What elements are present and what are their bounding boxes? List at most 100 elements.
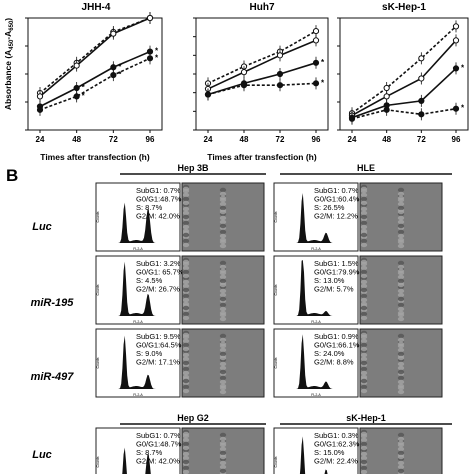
cell-blob [219, 229, 227, 235]
cell-blob [360, 269, 368, 275]
flow-grid: SubG1: 0.7%G0/G1:48.7%S: 8.7%G2/M: 42.0%… [95, 182, 443, 474]
cell-cycle-stat: S: 13.0% [314, 276, 345, 285]
cell-blob [360, 445, 368, 451]
x-tick-label: 96 [452, 135, 461, 144]
x-tick-label: 72 [276, 135, 285, 144]
cell-blob [182, 384, 190, 390]
flow-x-axis-label: FL2-A [133, 320, 143, 324]
cell-blob [360, 287, 368, 293]
cell-blob [219, 468, 227, 474]
cell-blob [397, 187, 405, 193]
cell-blob [219, 310, 227, 316]
cell-blob [397, 450, 405, 456]
cell-cycle-stat: S: 8.7% [136, 203, 163, 212]
significance-mark: * [461, 63, 465, 72]
data-point [383, 106, 390, 113]
flow-histogram-panel [95, 328, 181, 398]
cell-blob [182, 238, 190, 244]
series-line [207, 62, 317, 96]
cell-blob [219, 215, 227, 221]
data-point [276, 70, 284, 78]
cell-blob [360, 224, 368, 230]
cell-blob [360, 384, 368, 390]
cell-blob [182, 273, 190, 279]
dna-histogram [299, 436, 328, 474]
chart-huh7: Huh7 Times after transfection (h) 24 48 72… [193, 2, 329, 162]
cell-blob [182, 210, 190, 216]
flow-y-axis-label: Counts [96, 456, 100, 467]
cell-blob [219, 454, 227, 460]
y-axis-label-sub: 450 [9, 39, 15, 50]
series-line [39, 50, 151, 108]
cell-blob [182, 437, 190, 443]
cell-blob [397, 365, 405, 371]
data-point [312, 27, 320, 35]
dna-histogram [122, 447, 151, 474]
cell-blob [397, 369, 405, 375]
cell-blob [360, 220, 368, 226]
cell-blob [182, 311, 190, 317]
cell-blob [219, 274, 227, 280]
series-line [351, 107, 457, 120]
cell-blob [397, 337, 405, 343]
cell-blob [397, 383, 405, 389]
cell-cycle-stat: SubG1: 3.2% [136, 259, 181, 268]
cell-blob [182, 305, 190, 311]
series-line [207, 30, 317, 85]
cell-blob [182, 283, 190, 289]
cell-blob [360, 352, 368, 358]
cell-blob [182, 469, 190, 474]
cell-blob [397, 274, 405, 280]
cell-blob [397, 195, 405, 201]
flow-histogram-panel [273, 427, 359, 474]
cell-blob [219, 460, 227, 466]
cell-blob [182, 459, 190, 465]
cell-blob [219, 219, 227, 225]
x-tick-label: 48 [240, 135, 249, 144]
cell-line-hep3b: Hep 3B [177, 163, 209, 173]
y-axis-label-main: Absorbance (A [3, 50, 13, 110]
x-axis-label: Times after transfection (h) [207, 152, 317, 162]
cell-blob [219, 292, 227, 298]
data-point [73, 93, 80, 100]
cell-blob [219, 233, 227, 239]
cell-cycle-stat: S: 9.0% [136, 349, 163, 358]
cell-blob [360, 431, 368, 437]
cell-blob [182, 455, 190, 461]
y-axis-label-end: ) [3, 18, 13, 21]
cell-cycle-stat: G0/G1:48.7% [136, 195, 182, 204]
significance-mark: * [461, 104, 465, 113]
cell-cycle-stat: SubG1: 0.7% [136, 186, 181, 195]
data-point [204, 91, 212, 98]
cell-blob [182, 451, 190, 457]
data-point [110, 72, 117, 79]
cell-cycle-stat: SubG1: 0.9% [314, 332, 359, 341]
cell-blob [182, 186, 190, 192]
cell-blob [397, 468, 405, 474]
flow-y-axis-label: Counts [96, 284, 100, 295]
significance-mark: * [82, 91, 86, 100]
series-line [39, 17, 151, 98]
cell-blob [182, 293, 190, 299]
cell-blob [360, 451, 368, 457]
flow-y-axis-label: Counts [274, 357, 278, 368]
chart-title: Huh7 [250, 2, 275, 13]
row-label-mir497: miR-497 [31, 371, 75, 383]
flow-x-axis-label: FL2-A [133, 247, 143, 251]
cell-blob [360, 338, 368, 344]
cell-blob [360, 214, 368, 220]
cell-blob [397, 460, 405, 466]
cell-blob [397, 260, 405, 266]
cell-cycle-stat: G2/M: 42.0% [136, 212, 180, 221]
cell-blob [219, 355, 227, 361]
significance-mark: * [155, 53, 159, 62]
cell-blob [360, 192, 368, 198]
cell-cycle-stat: S: 26.5% [314, 203, 345, 212]
cell-blob [219, 369, 227, 375]
cell-blob [397, 446, 405, 452]
cell-cycle-stat: G0/G1:48.7% [136, 440, 182, 449]
cell-blob [182, 269, 190, 275]
data-point [36, 106, 44, 113]
cell-blob [397, 306, 405, 312]
x-tick-label: 72 [109, 135, 118, 144]
